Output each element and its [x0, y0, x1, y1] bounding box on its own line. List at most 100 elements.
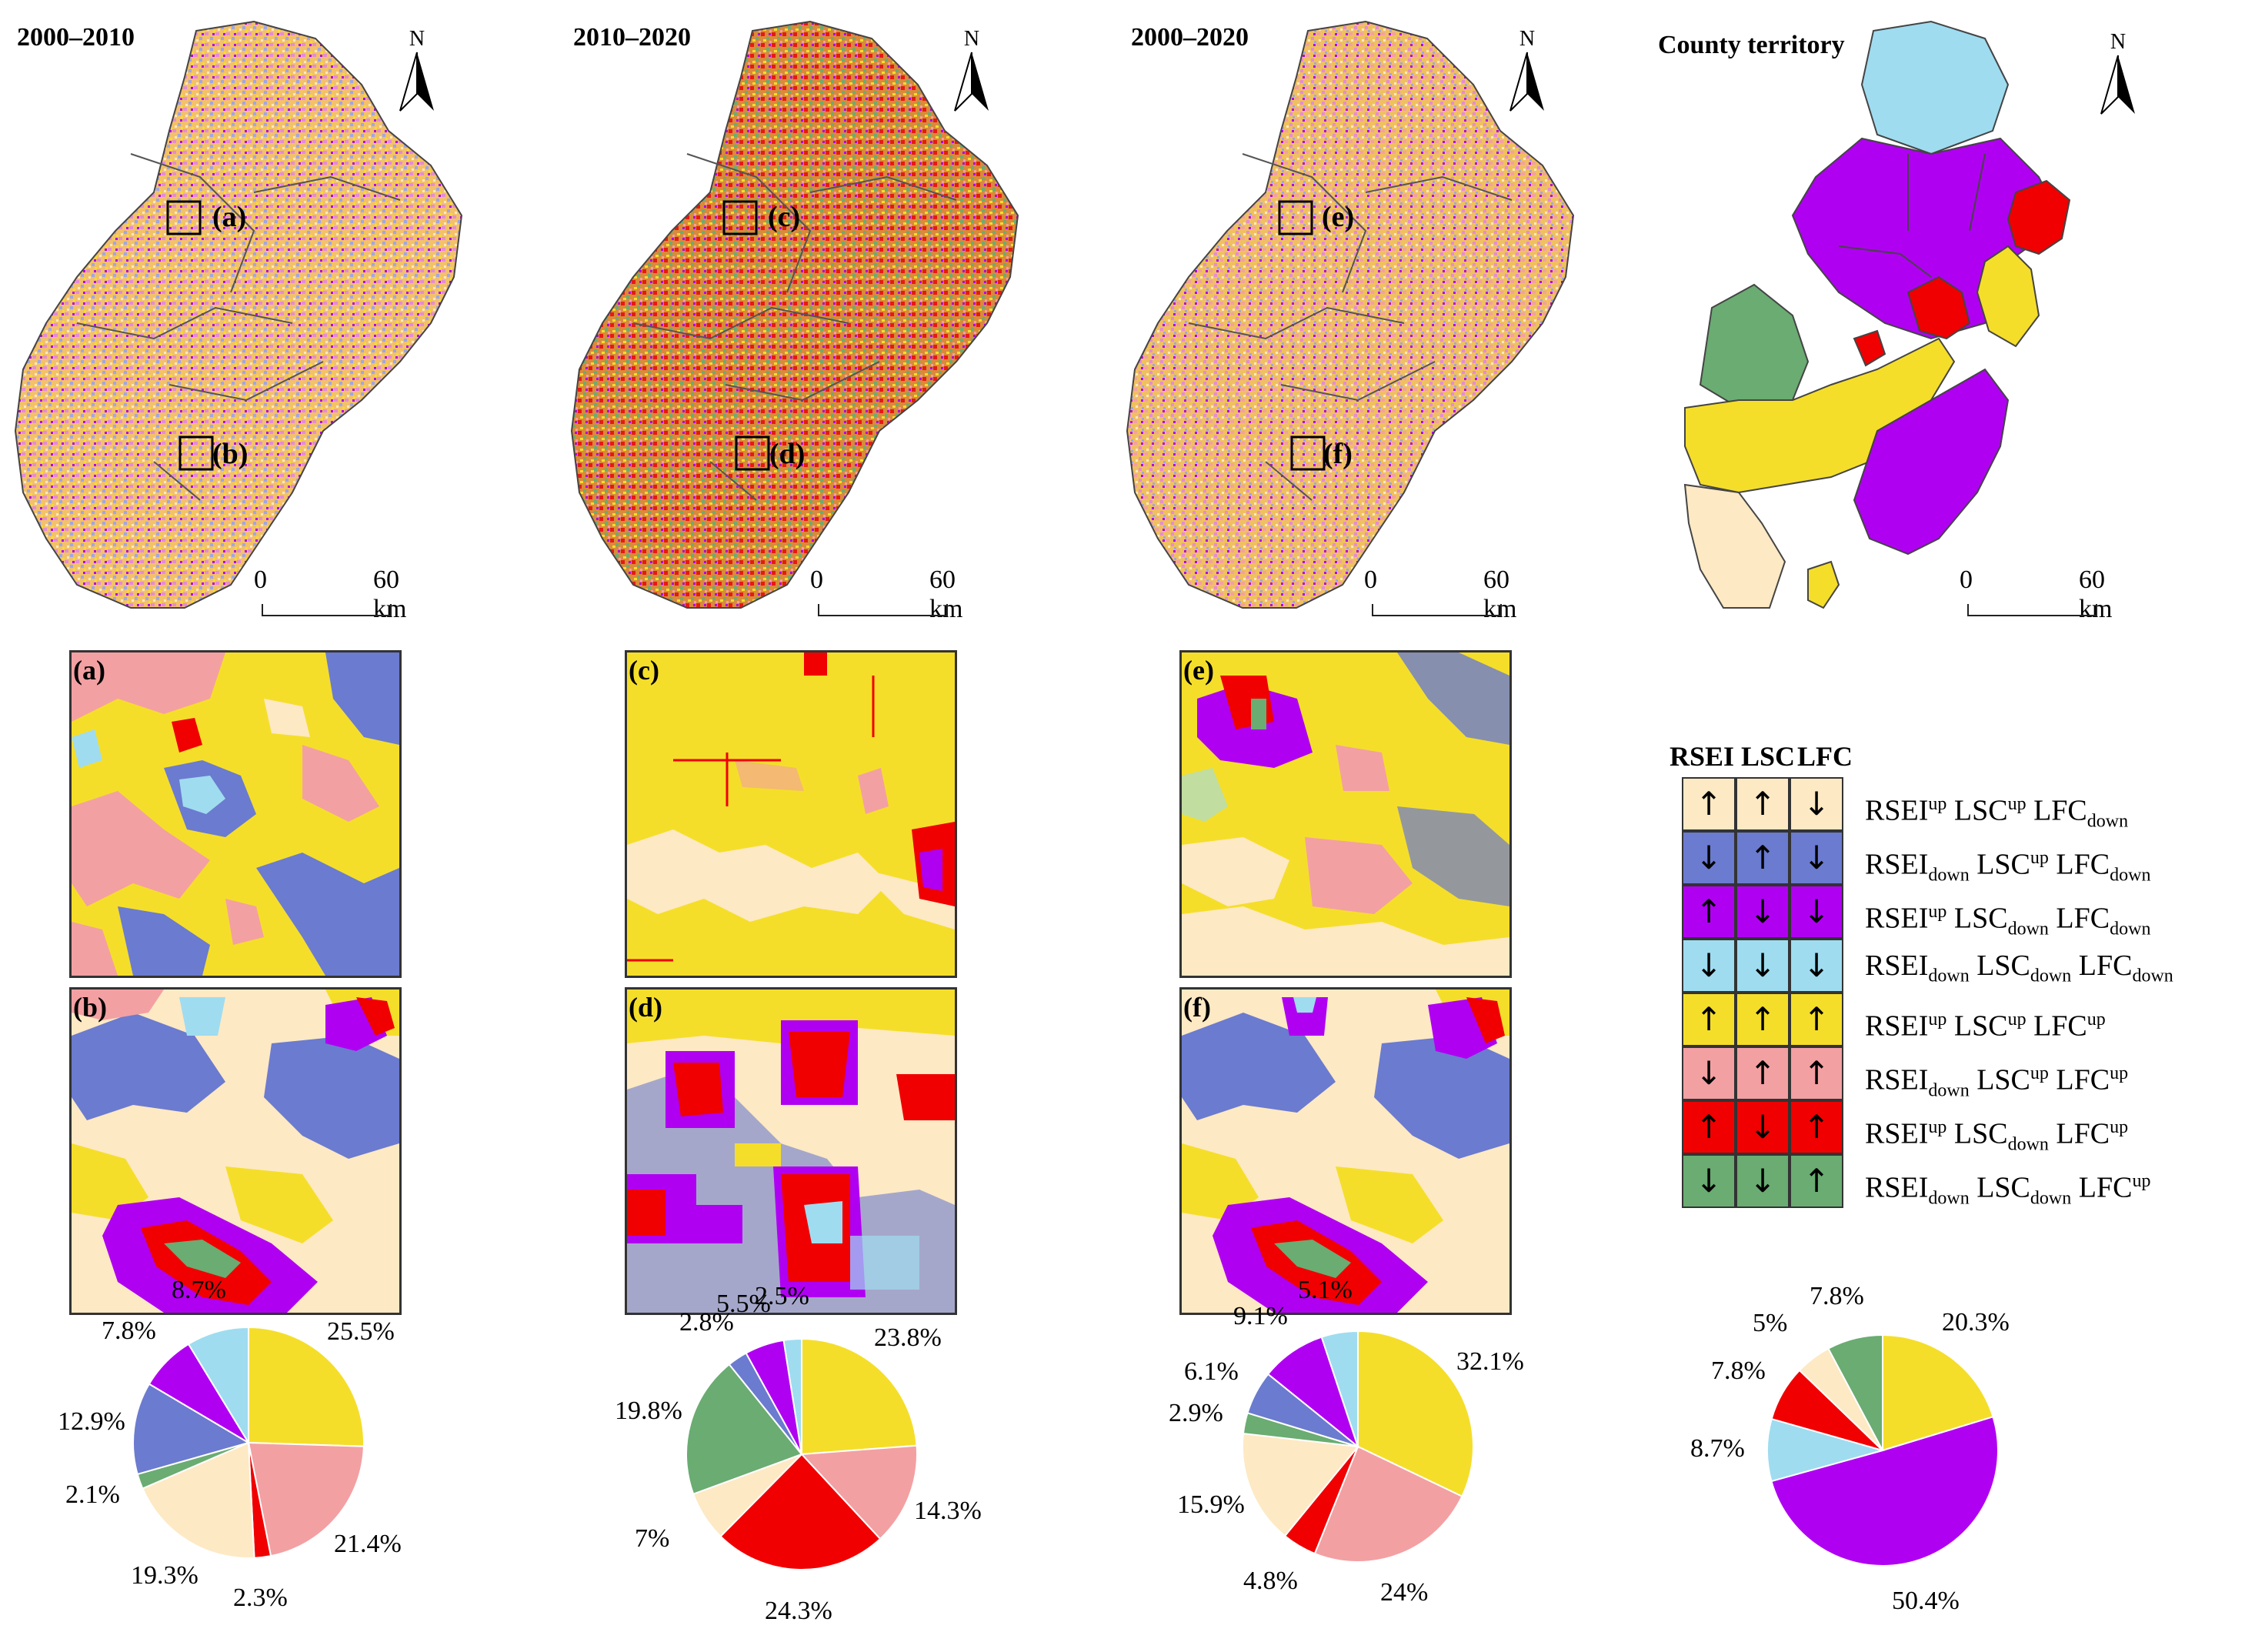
north-label: N [1519, 27, 1536, 51]
pie-slice [1313, 1445, 1463, 1563]
legend-label: RSEIdown LSCup LFCup [1865, 1046, 2128, 1117]
arrow-down-icon: ↓ [1736, 885, 1790, 939]
inset-e: (e) [1179, 650, 1512, 978]
north-arrow-icon: N [394, 28, 440, 112]
arrow-up-icon: ↑ [1790, 1100, 1843, 1154]
rsei-direction: down [1928, 865, 1970, 886]
pie-slice [248, 1326, 365, 1447]
scale-zero: 0 [1960, 566, 1973, 594]
lsc-direction: up [2007, 1010, 2026, 1030]
rsei-text: RSEI [1865, 1063, 1929, 1096]
pie-slice [142, 1441, 255, 1559]
lfc-direction: up [2087, 1010, 2106, 1030]
pie-slice-label: 8.7% [1690, 1434, 1745, 1463]
panel-title-2: 2010–2020 [573, 23, 691, 52]
arrow-up-icon: ↑ [1790, 993, 1843, 1046]
legend-label: RSEIdown LSCdown LFCup [1865, 1154, 2150, 1225]
lfc-direction: up [2110, 1063, 2129, 1083]
legend-label: RSEIdown LSCup LFCdown [1865, 831, 2150, 902]
rsei-text: RSEI [1865, 1171, 1929, 1204]
inset-b: (b) [69, 987, 402, 1315]
lsc-direction: down [2030, 966, 2072, 986]
lfc-text: LFC [2033, 1010, 2087, 1043]
arrow-down-icon: ↓ [1790, 777, 1843, 831]
pie-slice-label: 6.1% [1184, 1357, 1239, 1386]
inset-label-a: (a) [73, 655, 105, 686]
inset-label-c: (c) [629, 655, 659, 686]
rsei-direction: up [1928, 902, 1947, 922]
pie-slice-label: 21.4% [334, 1530, 402, 1558]
pie-slice-label: 7.8% [1810, 1282, 1864, 1310]
arrow-up-icon: ↑ [1682, 885, 1736, 939]
pie-slice-label: 8.7% [172, 1276, 226, 1304]
lfc-direction: down [2110, 865, 2151, 886]
pie-slice-label: 15.9% [1177, 1490, 1245, 1519]
rsei-text: RSEI [1865, 848, 1929, 881]
arrow-down-icon: ↓ [1682, 1046, 1736, 1100]
pie-slice-label: 50.4% [1892, 1587, 1960, 1615]
pie-slice-label: 23.8% [874, 1323, 942, 1352]
pie-slice [799, 1444, 918, 1540]
pie-slice [187, 1326, 249, 1446]
pie-slice-label: 5.5% [716, 1290, 771, 1318]
pie-slice-label: 32.1% [1456, 1347, 1524, 1376]
lsc-direction: down [2007, 1134, 2049, 1155]
lsc-text: LSC [1976, 949, 2030, 982]
lsc-text: LSC [1976, 1171, 2030, 1204]
scale-zero: 0 [810, 566, 823, 594]
rsei-text: RSEI [1865, 1010, 1929, 1043]
pie-slice [719, 1453, 882, 1570]
north-arrow-icon: N [2095, 31, 2141, 115]
lfc-direction: up [2132, 1171, 2151, 1191]
north-label: N [2110, 30, 2127, 54]
panel-title-1: 2000–2010 [17, 23, 135, 52]
pie-slice-label: 5.1% [1298, 1276, 1353, 1304]
pie-slice [686, 1363, 803, 1495]
pie-slice-label: 2.3% [233, 1584, 288, 1612]
pie-slice [801, 1337, 918, 1456]
arrow-down-icon: ↓ [1682, 939, 1736, 993]
lfc-text: LFC [2056, 1117, 2110, 1150]
scale-zero: 0 [1364, 566, 1377, 594]
lfc-text: LFC [2033, 794, 2087, 827]
scale-bar: 0 60 km [810, 566, 979, 627]
pie-slice [247, 1441, 365, 1557]
pie-slice-label: 7.8% [102, 1317, 156, 1345]
pie-slice [132, 1383, 251, 1476]
lfc-text: LFC [2056, 1063, 2110, 1096]
inset-label-f: (f) [1183, 992, 1211, 1023]
map-label-e: (e) [1322, 201, 1355, 233]
arrow-up-icon: ↑ [1682, 1100, 1736, 1154]
main-maps [14, 20, 2071, 609]
pie-slice-label: 2.9% [1169, 1399, 1223, 1427]
legend-label: RSEIdown LSCdown LFCdown [1865, 939, 2173, 1003]
lfc-direction: down [2110, 919, 2151, 939]
rsei-direction: down [1928, 1080, 1970, 1101]
legend-header-lsc: LSC [1741, 741, 1796, 772]
rsei-text: RSEI [1865, 1117, 1929, 1150]
scale-max: 60 km [929, 566, 963, 623]
legend-label: RSEIup LSCdown LFCdown [1865, 885, 2150, 956]
lsc-direction: up [2030, 848, 2049, 868]
pie-slice-label: 9.1% [1233, 1302, 1288, 1330]
arrow-up-icon: ↑ [1682, 993, 1736, 1046]
inset-f: (f) [1179, 987, 1512, 1315]
legend-label: RSEIup LSCup LFCup [1865, 993, 2106, 1053]
scale-max: 60 km [373, 566, 407, 623]
lsc-direction: down [2007, 919, 2049, 939]
lfc-text: LFC [2078, 949, 2133, 982]
arrow-up-icon: ↑ [1736, 993, 1790, 1046]
arrow-down-icon: ↓ [1790, 885, 1843, 939]
arrow-up-icon: ↑ [1736, 831, 1790, 885]
north-label: N [963, 27, 980, 51]
lsc-text: LSC [1953, 902, 2008, 935]
legend-header-lfc: LFC [1797, 741, 1853, 772]
inset-label-e: (e) [1183, 655, 1214, 686]
panel-title-3: 2000–2020 [1131, 23, 1249, 52]
pie-slice-label: 7% [635, 1524, 670, 1553]
arrow-down-icon: ↓ [1790, 831, 1843, 885]
pie-slice-label: 19.8% [615, 1397, 682, 1425]
pie-slice-label: 2.8% [679, 1308, 734, 1337]
rsei-text: RSEI [1865, 902, 1929, 935]
north-arrow-icon: N [949, 28, 995, 112]
